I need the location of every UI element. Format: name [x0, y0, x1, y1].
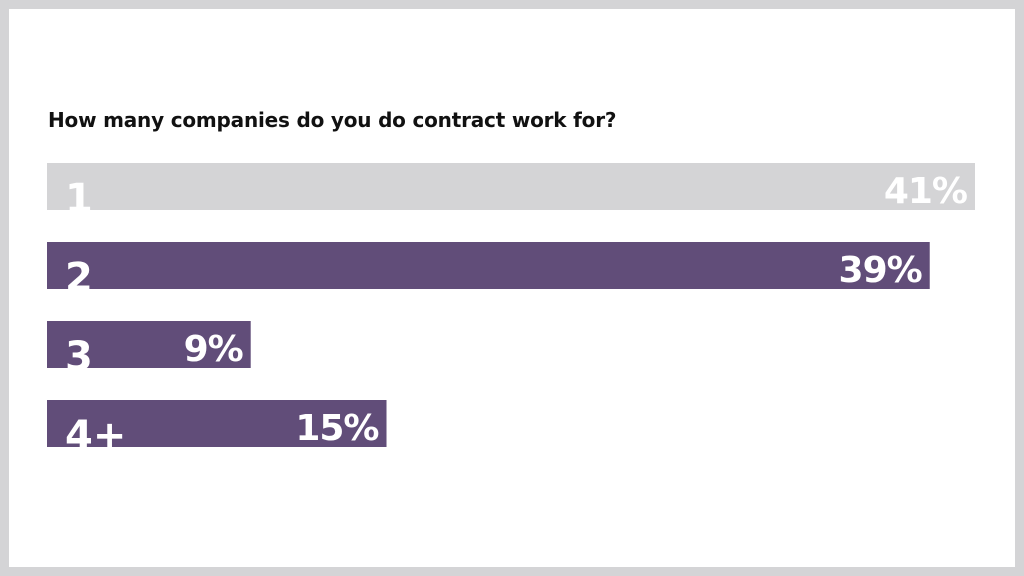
bar-3 [47, 321, 251, 368]
value-label-1: 41% [884, 171, 967, 212]
bar-4 [47, 400, 387, 447]
category-label-3: 3 [65, 334, 93, 380]
value-label-4: 15% [295, 408, 378, 449]
bar-1 [47, 163, 975, 210]
chart-title: How many companies do you do contract wo… [48, 108, 617, 132]
value-label-3: 9% [184, 329, 243, 370]
category-label-1: 1 [65, 176, 93, 222]
category-label-2: 2 [65, 255, 93, 301]
bar-2 [47, 242, 930, 289]
value-label-2: 39% [839, 250, 922, 291]
bar-chart: 1 41%2 39%3 9%4+ 15% [47, 163, 975, 459]
category-label-4: 4+ [65, 413, 126, 459]
chart-frame: How many companies do you do contract wo… [9, 9, 1015, 567]
